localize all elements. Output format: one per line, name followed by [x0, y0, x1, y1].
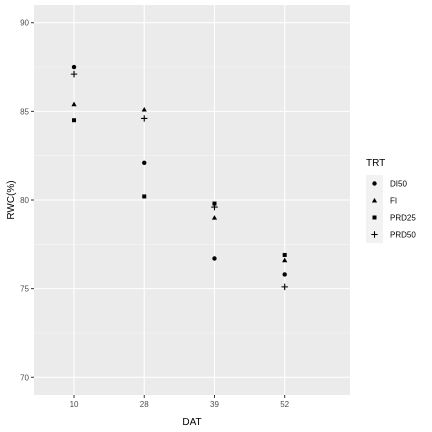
legend-title: TRT	[366, 158, 385, 169]
legend-label: FI	[390, 197, 397, 206]
y-axis-ticks: 70 75 80 85 90	[20, 19, 34, 382]
data-point-prd50	[141, 115, 148, 122]
data-point-di50	[71, 64, 77, 70]
data-point-prd25	[282, 252, 287, 257]
legend-key-fi	[371, 197, 378, 203]
data-point-fi	[211, 215, 218, 220]
legend-label: PRD50	[390, 231, 416, 240]
x-tick-label: 28	[140, 400, 149, 409]
data-point-prd50	[70, 70, 78, 78]
legend-key-di50	[372, 181, 377, 186]
y-axis-title: RWC(%)	[6, 180, 17, 219]
data-point-di50	[212, 256, 217, 261]
legend: TRT DI50 FI PRD25 PRD50	[366, 158, 416, 243]
data-point-prd25	[142, 194, 147, 199]
y-tick-label: 90	[20, 19, 29, 28]
data-point-prd25	[212, 201, 217, 206]
y-tick-label: 80	[20, 196, 29, 205]
data-point-di50	[282, 272, 287, 277]
x-axis-title: DAT	[182, 417, 201, 428]
x-axis-ticks: 10 28 39 52	[70, 395, 290, 409]
y-tick-label: 85	[20, 107, 29, 116]
data-point-prd50	[281, 283, 288, 291]
data-point-fi	[71, 101, 77, 107]
x-tick-label: 10	[70, 400, 79, 409]
legend-key-prd50	[371, 231, 378, 238]
y-tick-label: 70	[20, 373, 29, 382]
data-point-prd25	[72, 118, 77, 123]
x-tick-label: 39	[210, 400, 219, 409]
major-gridlines	[34, 5, 350, 395]
y-tick-label: 75	[20, 285, 29, 294]
legend-label: PRD25	[390, 214, 416, 223]
data-point-fi	[141, 106, 147, 112]
data-point-prd50	[211, 203, 218, 211]
data-point-di50	[142, 160, 147, 165]
minor-gridlines	[34, 66, 350, 334]
x-tick-label: 52	[280, 400, 289, 409]
data-points	[70, 64, 288, 291]
legend-key-prd25	[372, 215, 377, 220]
legend-label: DI50	[390, 180, 407, 189]
data-point-fi	[282, 257, 288, 263]
